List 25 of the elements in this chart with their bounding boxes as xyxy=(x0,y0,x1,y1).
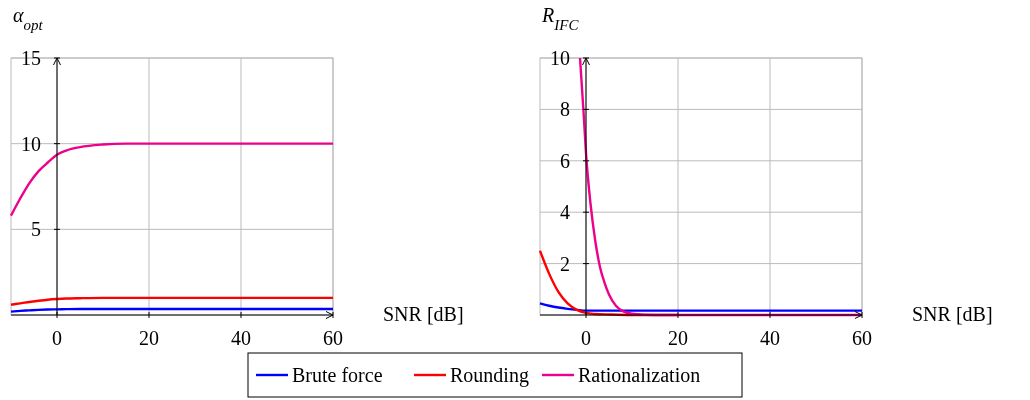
y-tick-label: 4 xyxy=(560,201,570,224)
y-tick-label: 6 xyxy=(560,149,570,172)
x-tick-label: 40 xyxy=(760,327,780,349)
x-tick-label: 20 xyxy=(668,327,688,349)
y-axis-title: R$_{IFC}$ xyxy=(541,4,580,33)
y-tick-label: 15 xyxy=(21,47,41,69)
legend-label: Brute force xyxy=(292,364,383,386)
y-tick-label: 5 xyxy=(31,218,41,241)
y-tick-label: 10 xyxy=(21,132,41,155)
x-tick-label: 20 xyxy=(139,327,159,349)
x-axis-title: SNR [dB] xyxy=(912,303,993,325)
x-tick-label: 0 xyxy=(52,327,62,349)
x-tick-label: 60 xyxy=(323,327,343,349)
y-tick-label: 8 xyxy=(560,98,570,121)
y-axis-title: α$_{opt}$ xyxy=(13,4,44,33)
x-tick-label: 40 xyxy=(231,327,251,349)
x-axis-title: SNR [dB] xyxy=(383,303,464,325)
legend-label: Rationalization xyxy=(578,364,701,386)
legend-label: Rounding xyxy=(450,364,529,387)
y-tick-label: 10 xyxy=(550,47,570,69)
line-series xyxy=(538,302,864,312)
line-series xyxy=(9,296,335,306)
x-tick-label: 60 xyxy=(852,327,872,349)
x-tick-label: 0 xyxy=(581,327,591,349)
y-tick-label: 2 xyxy=(560,252,570,275)
